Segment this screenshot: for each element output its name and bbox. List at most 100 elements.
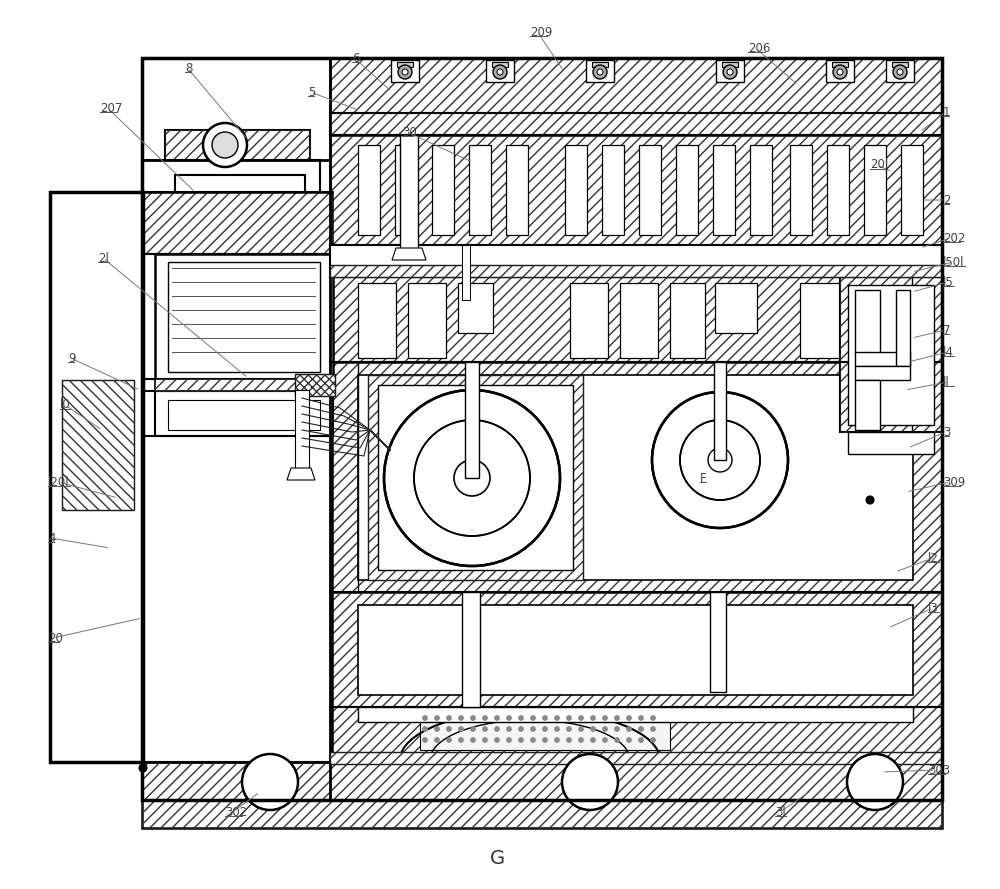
Bar — [391, 60, 419, 82]
Text: 1: 1 — [943, 106, 950, 118]
Bar — [486, 60, 514, 82]
Text: l2: l2 — [928, 551, 939, 565]
Bar — [722, 62, 738, 67]
Bar — [848, 432, 934, 454]
Circle shape — [446, 738, 452, 742]
Bar — [469, 145, 491, 235]
Text: l0: l0 — [60, 398, 71, 412]
Bar — [62, 380, 134, 510]
Circle shape — [518, 726, 524, 732]
Circle shape — [614, 726, 620, 732]
Circle shape — [566, 738, 572, 742]
Circle shape — [597, 69, 603, 75]
Circle shape — [727, 69, 733, 75]
Bar — [50, 192, 143, 762]
Bar — [492, 62, 508, 67]
Bar — [465, 362, 479, 478]
Text: 8: 8 — [185, 61, 192, 75]
Bar — [855, 352, 910, 366]
Bar — [368, 375, 583, 580]
Bar — [462, 245, 470, 300]
Bar — [330, 265, 942, 277]
Bar — [714, 362, 726, 460]
Circle shape — [458, 726, 464, 732]
Text: 209: 209 — [530, 26, 552, 38]
Text: 3l: 3l — [775, 805, 786, 819]
Circle shape — [578, 716, 584, 720]
Circle shape — [518, 738, 524, 742]
Bar — [676, 145, 698, 235]
Bar — [330, 245, 942, 273]
Bar — [142, 192, 332, 254]
Bar — [827, 145, 849, 235]
Circle shape — [837, 69, 843, 75]
Bar — [295, 390, 309, 470]
Bar — [397, 62, 413, 67]
Circle shape — [203, 123, 247, 167]
Circle shape — [562, 754, 618, 810]
Bar — [330, 265, 942, 277]
Text: 303: 303 — [928, 764, 950, 776]
Circle shape — [434, 738, 440, 742]
Bar — [142, 58, 942, 800]
Text: 202: 202 — [943, 231, 965, 244]
Circle shape — [434, 716, 440, 720]
Bar — [458, 283, 493, 333]
Text: 9: 9 — [68, 351, 76, 364]
Text: 20: 20 — [48, 631, 63, 645]
Circle shape — [542, 726, 548, 732]
Text: l50l: l50l — [943, 255, 964, 268]
Bar — [330, 135, 942, 245]
Circle shape — [530, 716, 536, 720]
Circle shape — [593, 65, 607, 79]
Bar — [710, 592, 726, 692]
Text: F: F — [700, 471, 707, 485]
Circle shape — [422, 726, 428, 732]
Bar — [896, 290, 910, 366]
Bar — [330, 752, 942, 764]
Bar — [378, 385, 573, 570]
Polygon shape — [165, 130, 310, 160]
Bar — [840, 277, 942, 432]
Circle shape — [578, 726, 584, 732]
Bar — [358, 707, 913, 722]
Circle shape — [602, 726, 608, 732]
Circle shape — [422, 716, 428, 720]
Circle shape — [507, 738, 512, 742]
Bar — [295, 374, 335, 396]
Circle shape — [680, 420, 760, 500]
Circle shape — [566, 716, 572, 720]
Text: l3: l3 — [928, 602, 939, 614]
Bar — [168, 262, 320, 372]
Bar — [715, 283, 757, 333]
Bar — [295, 374, 335, 396]
Text: 20l: 20l — [870, 158, 888, 172]
Circle shape — [494, 716, 500, 720]
Bar — [330, 113, 942, 135]
Bar — [330, 277, 942, 362]
Circle shape — [542, 716, 548, 720]
Circle shape — [471, 738, 476, 742]
Bar — [142, 762, 942, 800]
Bar — [855, 380, 880, 430]
Circle shape — [866, 496, 874, 504]
Text: 6: 6 — [352, 52, 360, 65]
Circle shape — [626, 738, 632, 742]
Bar — [358, 145, 380, 235]
Text: 2l: 2l — [98, 252, 109, 265]
Bar — [142, 58, 942, 800]
Circle shape — [542, 738, 548, 742]
Text: 302: 302 — [225, 805, 247, 819]
Circle shape — [482, 738, 488, 742]
Circle shape — [482, 716, 488, 720]
Circle shape — [494, 738, 500, 742]
Bar — [155, 391, 333, 436]
Bar — [716, 60, 744, 82]
Bar — [840, 277, 942, 432]
Bar — [602, 145, 624, 235]
Polygon shape — [392, 248, 426, 260]
Circle shape — [650, 738, 656, 742]
Circle shape — [518, 716, 524, 720]
Circle shape — [471, 716, 476, 720]
Bar — [330, 592, 942, 707]
